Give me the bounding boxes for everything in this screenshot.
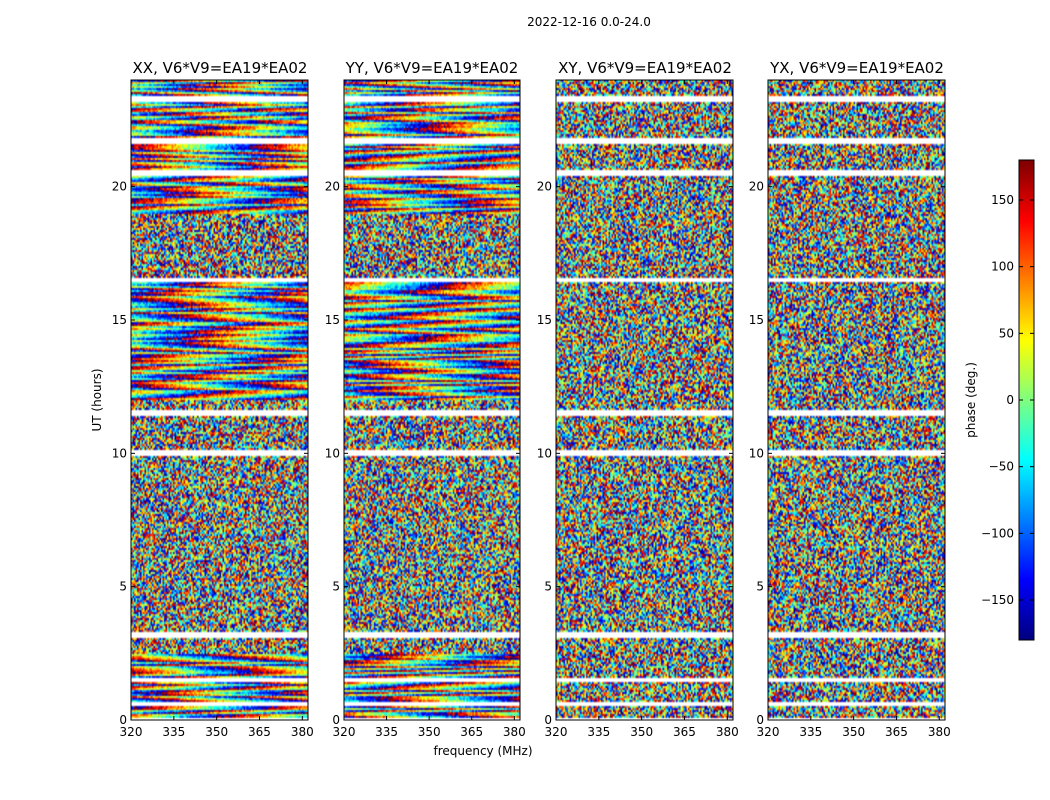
x-tick-label-yy: 320 [333,725,356,739]
y-axis-label: UT (hours) [90,368,104,431]
figure-title: 2022-12-16 0.0-24.0 [527,15,651,29]
colorbar-tick-label: −100 [981,526,1014,540]
y-tick-label-xx: 20 [112,180,127,194]
heatmap-image-yy [344,80,520,720]
y-tick-label-xy: 5 [544,580,552,594]
x-axis-label: frequency (MHz) [433,744,532,758]
y-tick-label-yx: 10 [749,446,764,460]
colorbar-tick-label: 50 [999,326,1014,340]
x-tick-label-xx: 350 [205,725,228,739]
x-tick-label-xx: 380 [291,725,314,739]
x-tick-label-yy: 365 [460,725,483,739]
panel-xy: XY, V6*V9=EA19*EA02 [555,59,734,721]
x-tick-label-xy: 350 [630,725,653,739]
x-tick-label-yy: 380 [503,725,526,739]
x-tick-label-yx: 350 [842,725,865,739]
heatmap-image-yx [768,80,945,720]
x-tick-label-xy: 335 [587,725,610,739]
panel-frame-yy [343,79,521,721]
y-tick-label-xx: 15 [112,313,127,327]
y-tick-label-yx: 15 [749,313,764,327]
x-tick-label-xx: 320 [120,725,143,739]
panel-title-yy: YY, V6*V9=EA19*EA02 [345,59,519,77]
x-tick-label-yx: 335 [799,725,822,739]
y-tick-label-yy: 0 [332,713,340,727]
y-tick-label-xy: 20 [537,180,552,194]
y-tick-label-yy: 10 [325,446,340,460]
y-tick-label-yy: 15 [325,313,340,327]
y-tick-label-yy: 20 [325,180,340,194]
x-tick-label-xy: 365 [673,725,696,739]
panel-frame-yx [767,79,946,721]
y-tick-label-xx: 0 [119,713,127,727]
y-tick-label-xy: 15 [537,313,552,327]
x-tick-label-yy: 335 [375,725,398,739]
y-tick-label-xy: 0 [544,713,552,727]
heatmap-image-xx [131,80,308,720]
colorbar-gradient [1019,160,1034,640]
x-tick-label-yy: 350 [418,725,441,739]
colorbar-tick-label: 0 [1006,393,1014,407]
x-tick-label-xx: 365 [248,725,271,739]
panel-title-xy: XY, V6*V9=EA19*EA02 [558,59,732,77]
x-tick-label-xx: 335 [162,725,185,739]
colorbar-tick-label: 100 [991,260,1014,274]
colorbar: −150 −100 −50 0 50 100 150 phase (deg.) [964,159,1035,641]
colorbar-ticks: −150 −100 −50 0 50 100 150 [981,193,1034,607]
x-tick-label-yx: 380 [928,725,951,739]
colorbar-tick-label: −150 [981,593,1014,607]
panel-title-yx: YX, V6*V9=EA19*EA02 [769,59,944,77]
axes-ticks: 320 335 350 365 380 0 5 10 15 20 320 335 350 365 380 0 5… [112,80,951,739]
x-tick-label-xy: 380 [716,725,739,739]
colorbar-tick-label: 150 [991,193,1014,207]
y-tick-label-yx: 0 [756,713,764,727]
y-tick-label-xx: 10 [112,446,127,460]
x-tick-label-yx: 365 [885,725,908,739]
colorbar-label: phase (deg.) [964,362,978,438]
y-tick-label-yx: 5 [756,580,764,594]
y-tick-label-yy: 5 [332,580,340,594]
colorbar-tick-label: −50 [989,460,1014,474]
x-tick-label-xy: 320 [545,725,568,739]
panel-frame-xy [555,79,734,721]
x-tick-label-yx: 320 [757,725,780,739]
panel-xx: XX, V6*V9=EA19*EA02 [130,59,309,721]
panel-frame-xx [130,79,309,721]
y-tick-label-yx: 20 [749,180,764,194]
panel-yx: YX, V6*V9=EA19*EA02 [767,59,946,721]
y-tick-label-xy: 10 [537,446,552,460]
y-tick-label-xx: 5 [119,580,127,594]
heatmap-image-xy [556,80,733,720]
panel-title-xx: XX, V6*V9=EA19*EA02 [133,59,308,77]
panel-yy: YY, V6*V9=EA19*EA02 [343,59,521,721]
